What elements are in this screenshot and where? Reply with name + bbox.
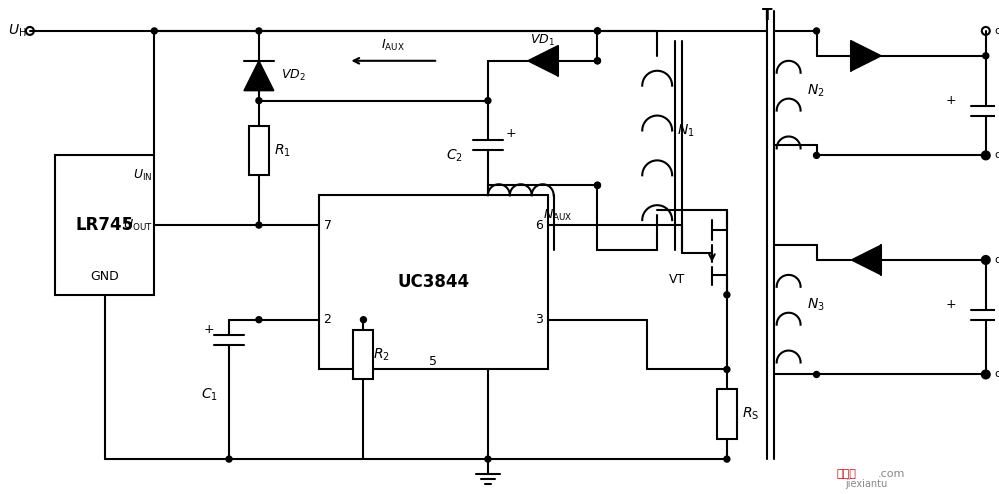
Text: $N_1$: $N_1$ <box>677 123 694 139</box>
Circle shape <box>724 456 730 462</box>
Circle shape <box>256 222 262 228</box>
Bar <box>319 195 547 370</box>
Text: $U_{\rm IN}$: $U_{\rm IN}$ <box>133 168 153 183</box>
Text: o: o <box>995 150 999 161</box>
Polygon shape <box>244 61 274 91</box>
Circle shape <box>813 153 819 159</box>
Circle shape <box>226 456 232 462</box>
Circle shape <box>594 28 600 34</box>
Circle shape <box>256 28 262 34</box>
Text: LR745: LR745 <box>76 216 134 234</box>
Circle shape <box>485 98 491 104</box>
Circle shape <box>724 367 730 372</box>
Polygon shape <box>527 46 557 76</box>
Text: $U_{\rm H}$: $U_{\rm H}$ <box>8 23 27 39</box>
Text: +: + <box>945 298 956 311</box>
Text: $VD_1$: $VD_1$ <box>530 33 555 48</box>
Text: 6: 6 <box>534 218 542 232</box>
Text: $N_3$: $N_3$ <box>806 296 824 313</box>
Circle shape <box>724 292 730 298</box>
Text: o: o <box>995 26 999 36</box>
Text: VT: VT <box>669 273 685 287</box>
Bar <box>354 329 374 379</box>
Text: GND: GND <box>90 270 119 284</box>
Circle shape <box>813 371 819 377</box>
Text: o: o <box>995 370 999 379</box>
Polygon shape <box>851 245 881 275</box>
Text: 接线图: 接线图 <box>836 469 856 479</box>
Text: 7: 7 <box>324 218 332 232</box>
Circle shape <box>594 58 600 64</box>
Text: $R_2$: $R_2$ <box>374 346 391 363</box>
Text: $R_1$: $R_1$ <box>274 142 291 159</box>
Bar <box>717 389 737 439</box>
Text: $N_2$: $N_2$ <box>806 82 824 99</box>
Bar <box>249 125 269 175</box>
Text: $U_{\rm OUT}$: $U_{\rm OUT}$ <box>123 217 153 233</box>
Text: $C_1$: $C_1$ <box>201 386 218 403</box>
Text: jiexiantu: jiexiantu <box>845 479 887 489</box>
Circle shape <box>256 98 262 104</box>
Circle shape <box>594 182 600 188</box>
Text: +: + <box>945 94 956 107</box>
Text: $I_{\rm AUX}$: $I_{\rm AUX}$ <box>382 39 406 53</box>
Circle shape <box>983 53 989 59</box>
Circle shape <box>594 182 600 188</box>
Circle shape <box>594 28 600 34</box>
Text: +: + <box>204 323 214 336</box>
Bar <box>55 156 154 295</box>
Text: .com: .com <box>877 469 905 479</box>
Circle shape <box>983 371 989 377</box>
Circle shape <box>361 317 367 323</box>
Circle shape <box>256 317 262 323</box>
Text: 3: 3 <box>534 313 542 326</box>
Text: o: o <box>995 255 999 265</box>
Text: +: + <box>505 127 516 140</box>
Text: 5: 5 <box>430 355 438 368</box>
Circle shape <box>983 153 989 159</box>
Circle shape <box>983 257 989 263</box>
Text: T: T <box>761 8 772 24</box>
Text: UC3844: UC3844 <box>397 273 470 291</box>
Circle shape <box>813 28 819 34</box>
Polygon shape <box>851 41 881 71</box>
Circle shape <box>152 28 157 34</box>
Text: 2: 2 <box>324 313 332 326</box>
Text: $C_2$: $C_2$ <box>447 147 463 164</box>
Text: $N_{\rm AUX}$: $N_{\rm AUX}$ <box>542 207 572 223</box>
Text: $VD_2$: $VD_2$ <box>281 68 306 83</box>
Circle shape <box>594 58 600 64</box>
Circle shape <box>485 456 491 462</box>
Text: $R_{\rm S}$: $R_{\rm S}$ <box>742 406 759 422</box>
